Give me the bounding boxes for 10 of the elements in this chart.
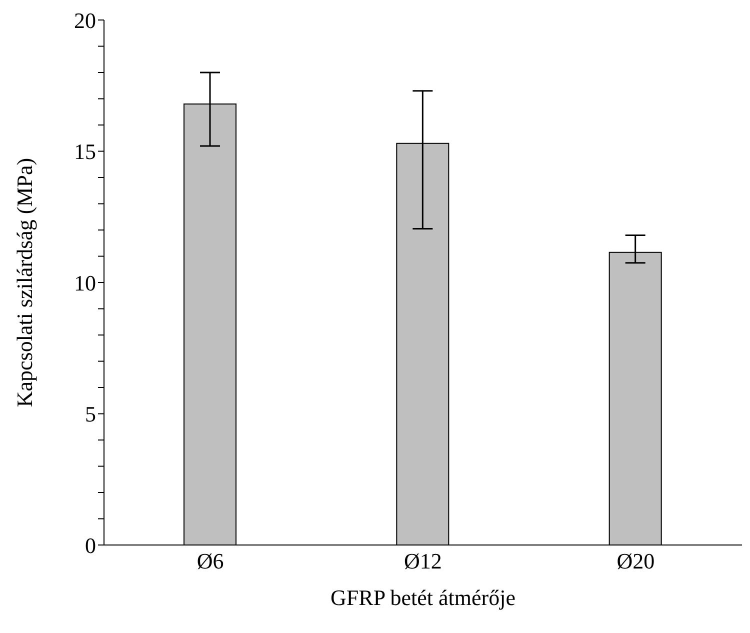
y-tick-label: 15 (74, 139, 96, 164)
x-axis-title: GFRP betét átmérője (330, 585, 516, 610)
y-tick-label: 5 (85, 402, 96, 427)
y-axis-title: Kapcsolati szilárdság (MPa) (12, 158, 37, 408)
y-tick-label: 0 (85, 532, 96, 558)
x-tick-label: Ø20 (616, 548, 655, 574)
y-tick-label: 20 (74, 8, 96, 33)
x-tick-label: Ø6 (196, 548, 224, 574)
y-tick-label: 10 (74, 270, 96, 296)
x-tick-label: Ø12 (404, 548, 442, 574)
